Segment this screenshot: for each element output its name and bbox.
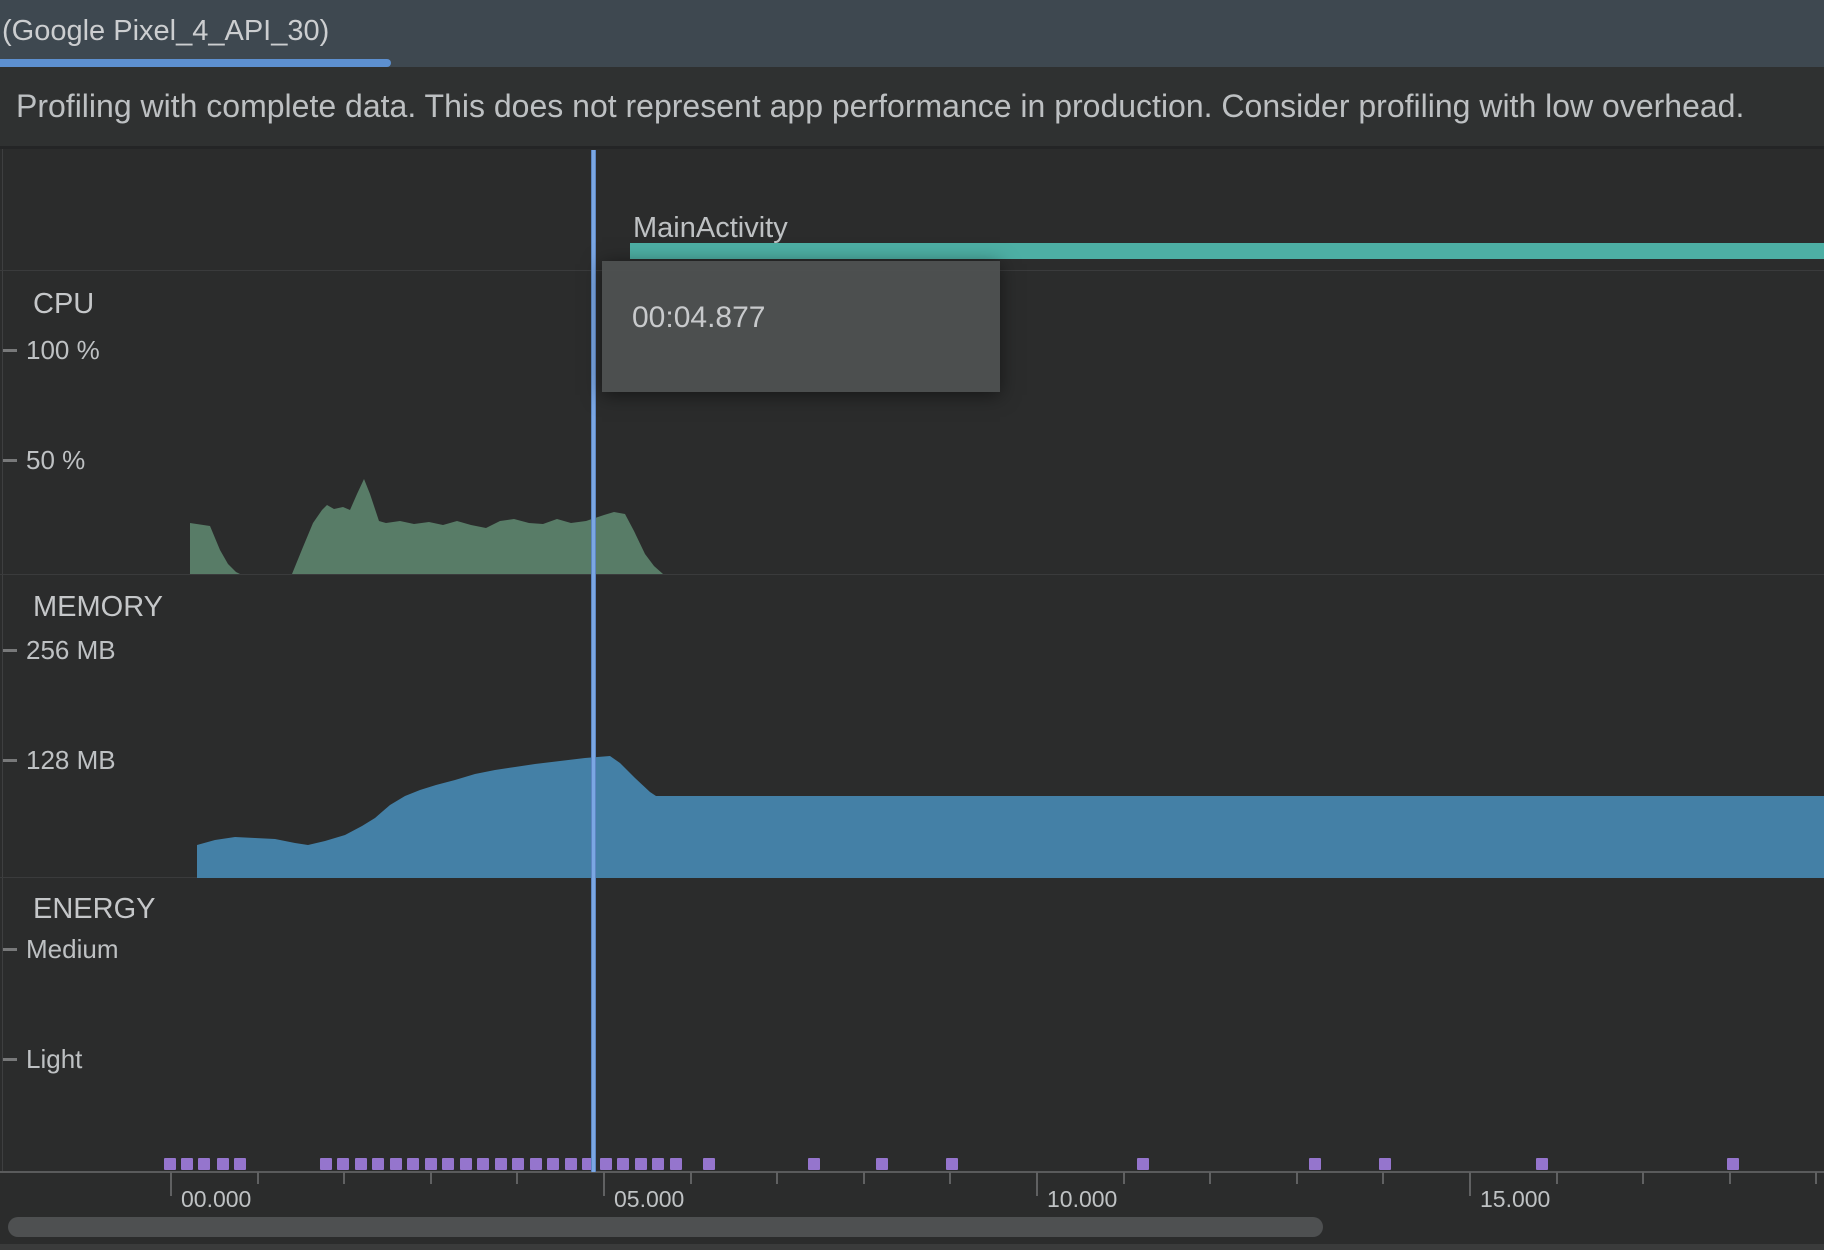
event-marker[interactable] [1536, 1158, 1548, 1170]
panel-bottom-edge [0, 1244, 1824, 1250]
axis-minor-tick [1295, 1172, 1298, 1184]
event-marker[interactable] [1379, 1158, 1391, 1170]
event-marker[interactable] [946, 1158, 958, 1170]
memory-section-title: MEMORY [33, 591, 163, 623]
axis-minor-tick [1209, 1172, 1212, 1184]
memory-tick-128: 128 MB [26, 744, 116, 775]
memory-tick-dash [3, 759, 17, 762]
event-marker[interactable] [460, 1158, 472, 1170]
event-marker[interactable] [407, 1158, 419, 1170]
axis-major-tick [1469, 1172, 1471, 1196]
event-marker[interactable] [495, 1158, 507, 1170]
axis-minor-tick [1642, 1172, 1645, 1184]
event-marker[interactable] [808, 1158, 820, 1170]
event-marker[interactable] [164, 1158, 176, 1170]
energy-tick-light: Light [26, 1043, 83, 1074]
cpu-section-title: CPU [33, 288, 95, 320]
cpu-area-chart[interactable] [190, 523, 240, 574]
axis-minor-tick [862, 1172, 865, 1184]
event-marker[interactable] [600, 1158, 612, 1170]
playhead-line[interactable] [591, 150, 596, 1172]
cpu-area-chart[interactable] [292, 479, 663, 574]
axis-minor-tick [256, 1172, 259, 1184]
event-marker[interactable] [181, 1158, 193, 1170]
activity-label: MainActivity [633, 212, 788, 244]
event-marker[interactable] [512, 1158, 524, 1170]
event-marker[interactable] [217, 1158, 229, 1170]
energy-tick-dash [3, 1058, 17, 1061]
axis-major-tick [603, 1172, 605, 1196]
event-marker[interactable] [337, 1158, 349, 1170]
tooltip: 00:04.877 [602, 261, 1000, 392]
axis-minor-tick [1382, 1172, 1385, 1184]
warning-banner: Profiling with complete data. This does … [0, 67, 1824, 149]
axis-time-label: 10.000 [1047, 1186, 1118, 1212]
axis-minor-tick [516, 1172, 519, 1184]
event-marker[interactable] [652, 1158, 664, 1170]
axis-time-label: 05.000 [614, 1186, 685, 1212]
event-marker[interactable] [670, 1158, 682, 1170]
event-marker[interactable] [547, 1158, 559, 1170]
event-marker[interactable] [425, 1158, 437, 1170]
tab-label: (Google Pixel_4_API_30) [2, 15, 330, 47]
horizontal-scrollbar-thumb[interactable] [8, 1217, 1323, 1237]
cpu-tick-dash [3, 459, 17, 462]
event-marker[interactable] [477, 1158, 489, 1170]
event-marker[interactable] [1137, 1158, 1149, 1170]
event-marker[interactable] [1727, 1158, 1739, 1170]
event-marker[interactable] [565, 1158, 577, 1170]
axis-minor-tick [1728, 1172, 1731, 1184]
axis-minor-tick [689, 1172, 692, 1184]
memory-section-divider [0, 574, 1824, 575]
memory-tick-dash [3, 649, 17, 652]
axis-major-tick [170, 1172, 172, 1196]
axis-major-tick [1036, 1172, 1038, 1196]
event-marker[interactable] [198, 1158, 210, 1170]
axis-minor-tick [343, 1172, 346, 1184]
event-marker[interactable] [234, 1158, 246, 1170]
axis-minor-tick [1555, 1172, 1558, 1184]
event-marker[interactable] [876, 1158, 888, 1170]
energy-section-title: ENERGY [33, 893, 156, 925]
axis-minor-tick [776, 1172, 779, 1184]
cpu-tick-100: 100 % [26, 334, 100, 365]
energy-tick-dash [3, 948, 17, 951]
event-marker[interactable] [617, 1158, 629, 1170]
event-marker[interactable] [355, 1158, 367, 1170]
event-marker[interactable] [703, 1158, 715, 1170]
warning-banner-text: Profiling with complete data. This does … [16, 88, 1745, 124]
cpu-tick-dash [3, 349, 17, 352]
event-marker[interactable] [635, 1158, 647, 1170]
memory-tick-256: 256 MB [26, 634, 116, 665]
axis-minor-tick [429, 1172, 432, 1184]
event-marker[interactable] [372, 1158, 384, 1170]
axis-minor-tick [1122, 1172, 1125, 1184]
profiler-timeline-panel: MainActivity CPU MEMORY ENERGY 100 % 50 … [0, 149, 1824, 1250]
energy-tick-medium: Medium [26, 933, 119, 964]
cpu-tick-50: 50 % [26, 444, 86, 475]
event-marker[interactable] [1309, 1158, 1321, 1170]
axis-time-label: 00.000 [181, 1186, 252, 1212]
time-axis-line [0, 1171, 1824, 1173]
tooltip-timestamp: 00:04.877 [632, 301, 766, 334]
activity-lifecycle-bar[interactable] [630, 243, 1824, 259]
axis-minor-tick [949, 1172, 952, 1184]
usage-charts[interactable] [0, 149, 1824, 1250]
event-marker[interactable] [320, 1158, 332, 1170]
event-marker[interactable] [442, 1158, 454, 1170]
axis-time-label: 15.000 [1480, 1186, 1551, 1212]
panel-left-border [2, 149, 3, 1171]
event-marker[interactable] [390, 1158, 402, 1170]
axis-minor-tick [1815, 1172, 1818, 1184]
tab-strip: (Google Pixel_4_API_30) [0, 0, 1824, 67]
tab-active-indicator [0, 59, 391, 67]
event-marker[interactable] [530, 1158, 542, 1170]
memory-area-chart[interactable] [197, 756, 1824, 878]
